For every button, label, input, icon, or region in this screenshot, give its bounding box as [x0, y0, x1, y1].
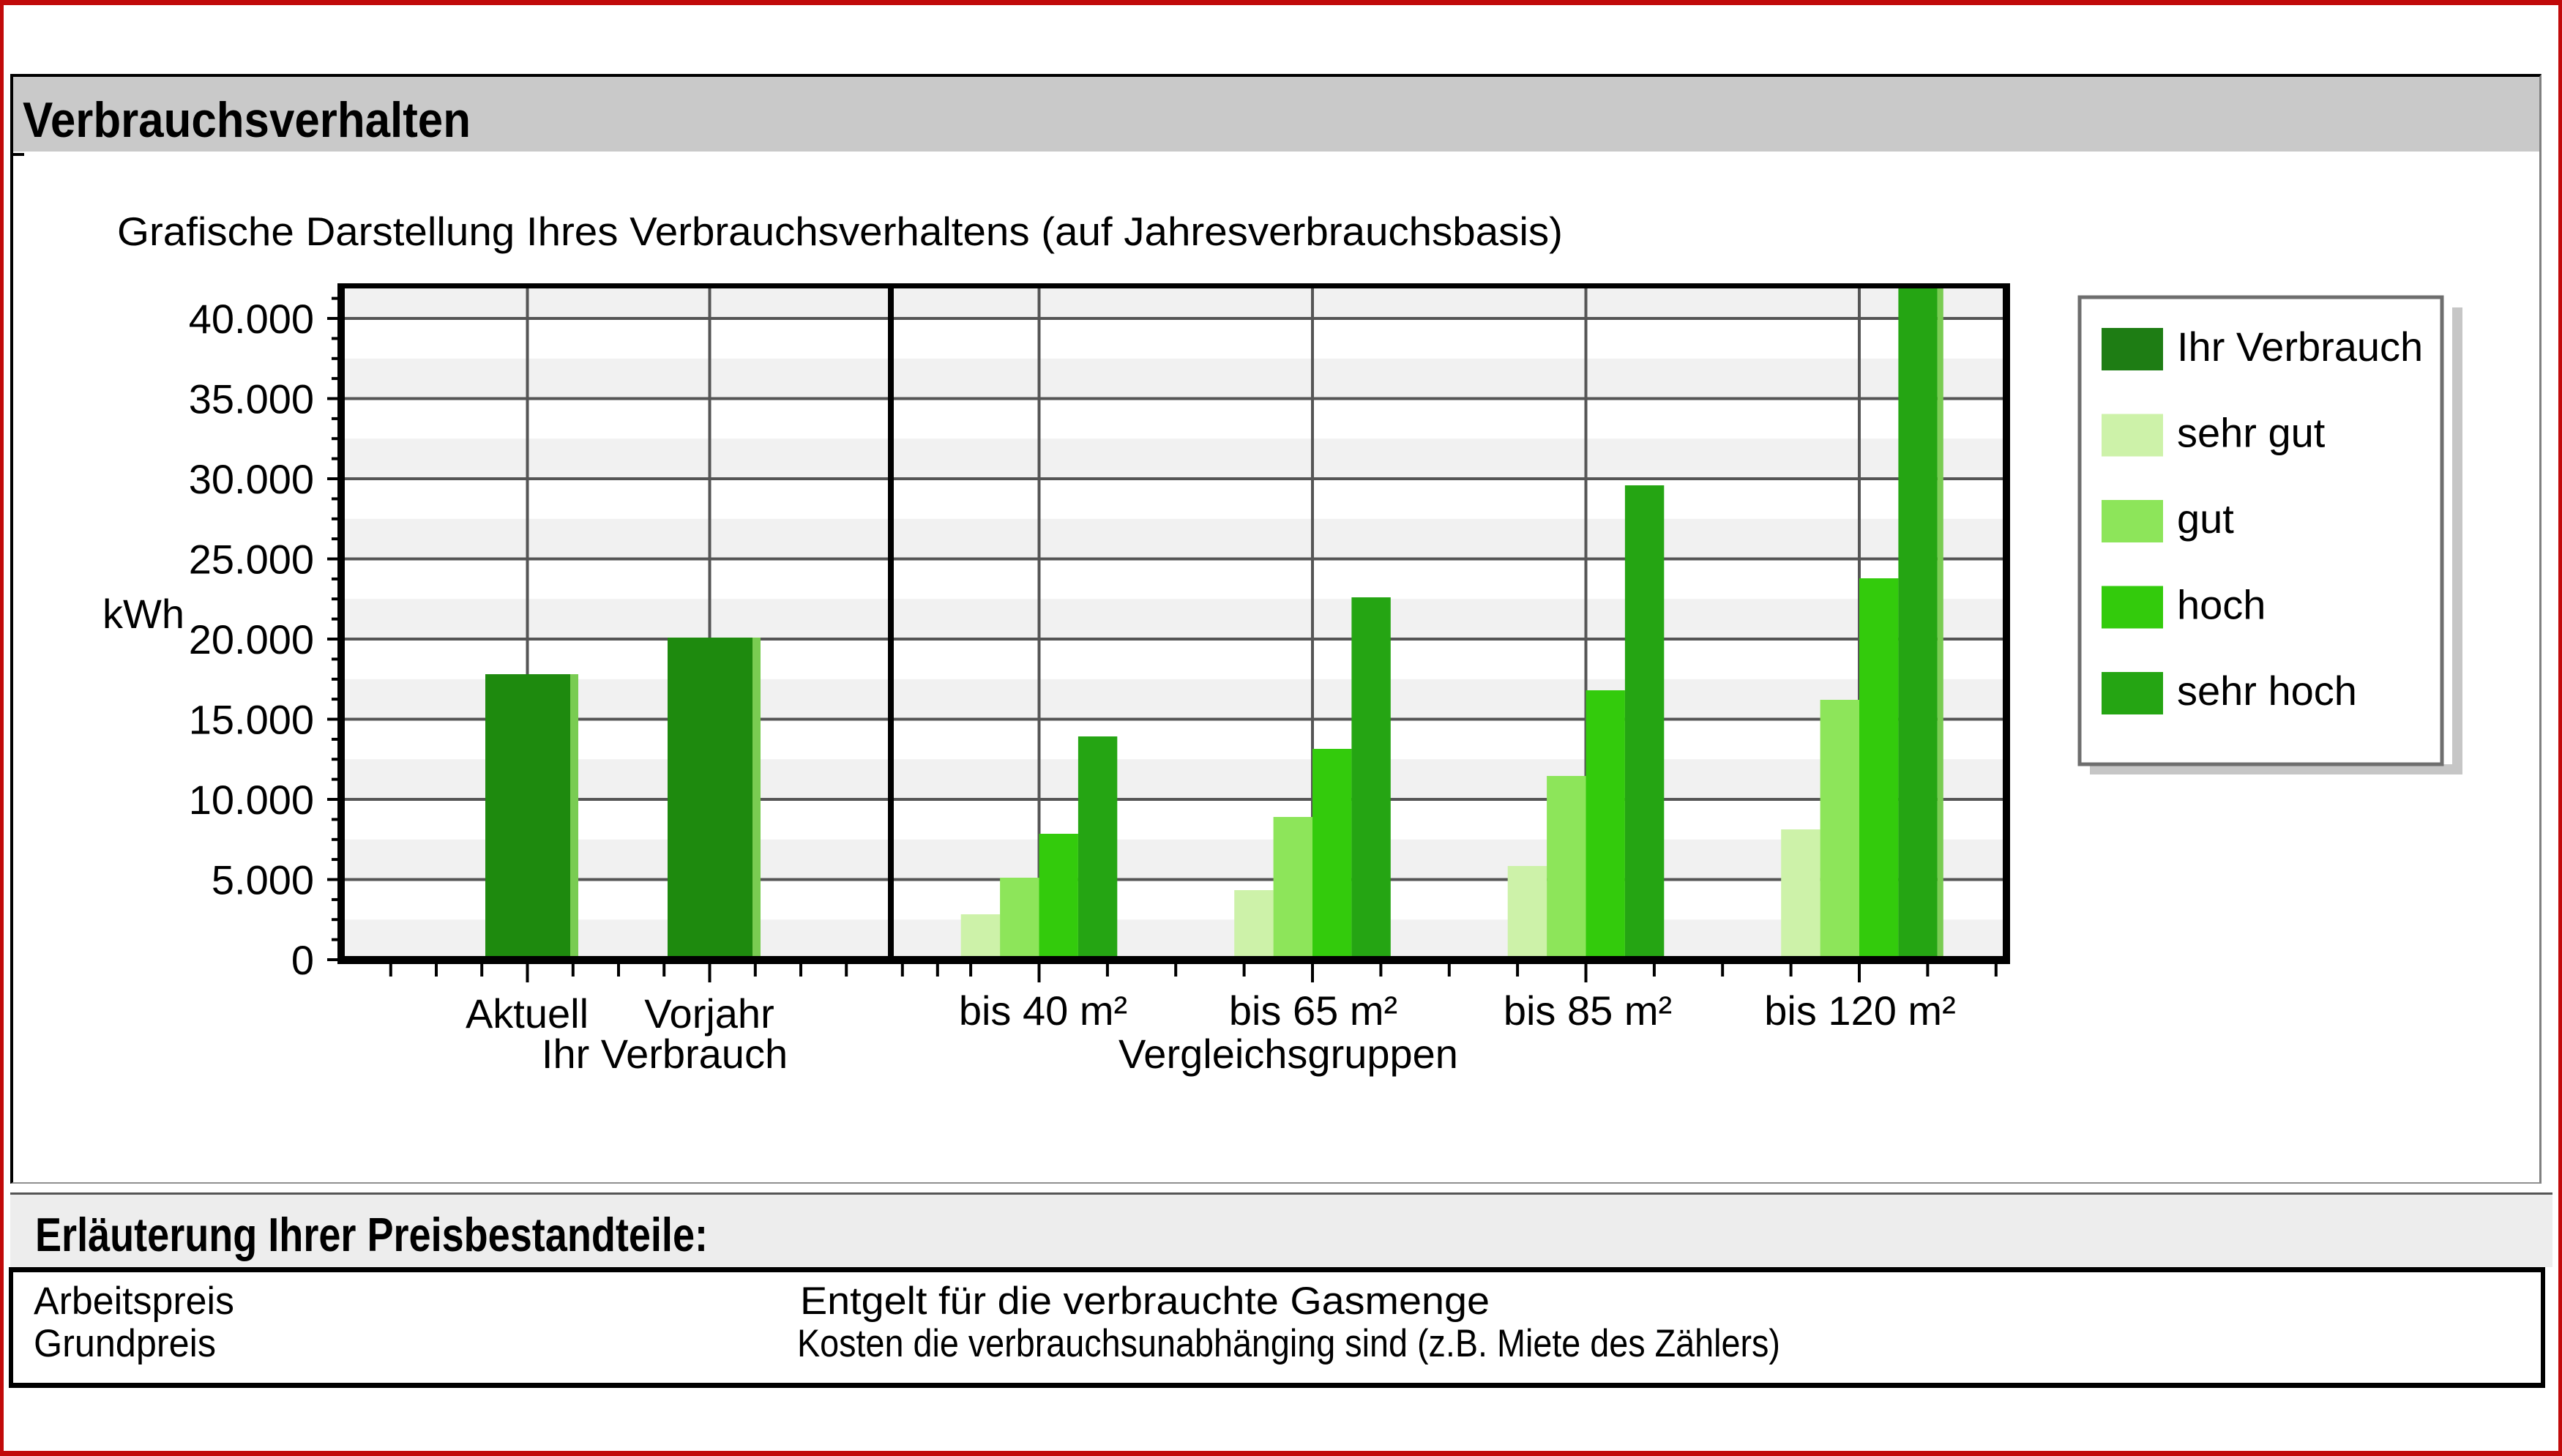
svg-text:bis 120 m²: bis 120 m² — [1764, 988, 1955, 1034]
svg-text:15.000: 15.000 — [189, 697, 314, 743]
svg-text:25.000: 25.000 — [189, 537, 314, 583]
svg-text:35.000: 35.000 — [189, 376, 314, 422]
svg-text:gut: gut — [2177, 496, 2234, 542]
svg-text:0: 0 — [291, 937, 314, 983]
svg-text:5.000: 5.000 — [212, 857, 314, 903]
svg-text:sehr hoch: sehr hoch — [2177, 668, 2357, 714]
svg-text:Kosten die verbrauchsunabhängi: Kosten die verbrauchsunabhänging sind (z… — [797, 1322, 1780, 1365]
svg-text:bis 65 m²: bis 65 m² — [1229, 988, 1397, 1034]
svg-text:hoch: hoch — [2177, 582, 2266, 628]
svg-text:Ihr Verbrauch: Ihr Verbrauch — [2177, 324, 2423, 370]
svg-text:Grafische Darstellung Ihres Ve: Grafische Darstellung Ihres Verbrauchsve… — [117, 209, 1563, 254]
svg-text:bis 40 m²: bis 40 m² — [959, 988, 1127, 1034]
svg-text:Grundpreis: Grundpreis — [34, 1322, 216, 1365]
svg-text:Aktuell: Aktuell — [466, 990, 589, 1037]
svg-text:Vergleichsgruppen: Vergleichsgruppen — [1118, 1031, 1458, 1077]
svg-text:Vorjahr: Vorjahr — [644, 990, 774, 1037]
svg-text:Entgelt für die verbrauchte Ga: Entgelt für die verbrauchte Gasmenge — [800, 1280, 1490, 1323]
svg-text:Ihr Verbrauch: Ihr Verbrauch — [542, 1031, 788, 1077]
svg-text:Arbeitspreis: Arbeitspreis — [34, 1280, 234, 1323]
svg-text:bis 85 m²: bis 85 m² — [1504, 988, 1672, 1034]
svg-text:Erläuterung Ihrer Preisbestand: Erläuterung Ihrer Preisbestandteile: — [35, 1208, 708, 1261]
svg-text:Verbrauchsverhalten: Verbrauchsverhalten — [23, 92, 471, 148]
svg-text:kWh: kWh — [102, 591, 184, 637]
svg-text:sehr gut: sehr gut — [2177, 410, 2326, 456]
svg-text:20.000: 20.000 — [189, 616, 314, 662]
svg-text:30.000: 30.000 — [189, 456, 314, 502]
svg-text:40.000: 40.000 — [189, 296, 314, 342]
svg-text:10.000: 10.000 — [189, 777, 314, 823]
